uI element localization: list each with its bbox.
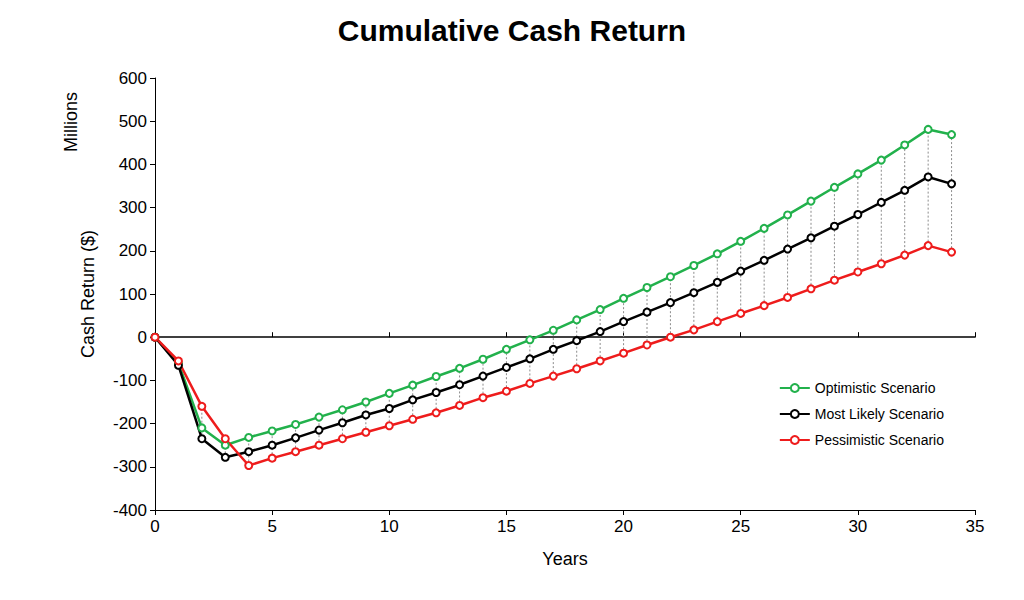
svg-text:-100: -100 [113,371,147,390]
svg-text:Optimistic Scenario: Optimistic Scenario [815,380,936,396]
svg-text:200: 200 [119,241,147,260]
svg-text:500: 500 [119,112,147,131]
svg-text:20: 20 [614,517,633,536]
svg-text:100: 100 [119,285,147,304]
svg-text:-300: -300 [113,457,147,476]
svg-text:10: 10 [380,517,399,536]
svg-text:Cumulative Cash Return: Cumulative Cash Return [338,14,686,47]
svg-text:5: 5 [267,517,276,536]
svg-text:-400: -400 [113,501,147,520]
svg-text:Years: Years [542,549,587,569]
svg-text:Pessimistic Scenario: Pessimistic Scenario [815,432,944,448]
svg-text:Most Likely Scenario: Most Likely Scenario [815,406,944,422]
svg-text:25: 25 [731,517,750,536]
svg-text:Millions: Millions [61,92,81,152]
svg-text:600: 600 [119,69,147,88]
svg-text:0: 0 [150,517,159,536]
svg-text:Cash Return ($): Cash Return ($) [78,230,98,358]
svg-text:15: 15 [497,517,516,536]
svg-text:-200: -200 [113,414,147,433]
svg-text:300: 300 [119,198,147,217]
svg-text:400: 400 [119,155,147,174]
svg-text:0: 0 [138,328,147,347]
svg-text:30: 30 [848,517,867,536]
svg-text:35: 35 [966,517,985,536]
